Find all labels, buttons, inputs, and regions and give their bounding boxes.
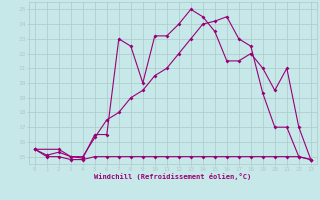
X-axis label: Windchill (Refroidissement éolien,°C): Windchill (Refroidissement éolien,°C) [94,173,252,180]
